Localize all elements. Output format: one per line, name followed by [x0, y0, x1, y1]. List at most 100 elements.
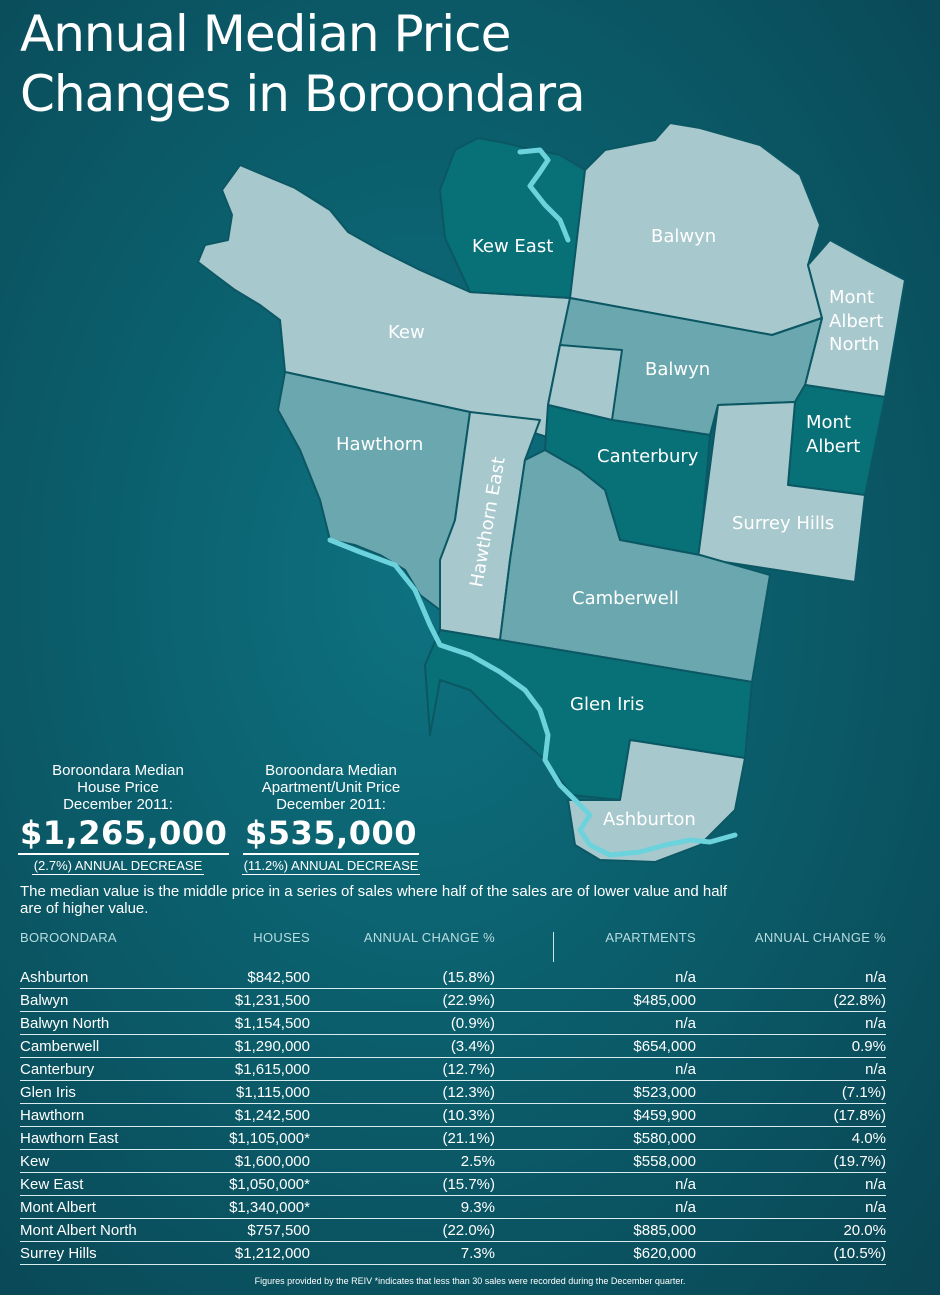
cell-apartment-price: $485,000 [495, 988, 696, 1012]
boroondara-map: Kew East Balwyn Kew Mont Albert North Ba… [197, 122, 906, 863]
map-label-mont-albert-north-3: North [829, 334, 879, 355]
house-price-label-2: House Price [77, 779, 159, 796]
map-label-kew: Kew [388, 322, 425, 343]
cell-apartment-price: $654,000 [495, 1034, 696, 1058]
cell-apartment-change: 0.9% [696, 1034, 886, 1058]
cell-apartment-change: (19.7%) [696, 1149, 886, 1173]
table-header-divider [553, 932, 554, 962]
map-label-mont-albert-north-2: Albert [829, 311, 883, 332]
cell-apartment-change: (10.5%) [696, 1241, 886, 1265]
cell-apartment-change: 20.0% [696, 1218, 886, 1242]
map-label-mont-albert-2: Albert [806, 436, 860, 457]
table-row: Mont Albert North $757,500 (22.0%) $885,000… [20, 1218, 886, 1242]
title-line-1: Annual Median Price [20, 5, 511, 63]
map-label-mont-albert: Mont [806, 412, 851, 433]
map-label-glen-iris: Glen Iris [570, 694, 644, 715]
col-header-houses: HOUSES [253, 930, 310, 945]
table-row: Glen Iris $1,115,000 (12.3%) $523,000 (7.1%) [20, 1080, 886, 1104]
col-header-apartments: APARTMENTS [605, 930, 696, 945]
map-label-surrey-hills: Surrey Hills [732, 513, 834, 534]
map-label-mont-albert-north: Mont [829, 287, 874, 308]
cell-house-price: $1,242,500 [170, 1103, 310, 1127]
map-label-kew-east: Kew East [472, 236, 553, 257]
cell-house-change: 9.3% [310, 1195, 495, 1219]
cell-suburb: Surrey Hills [20, 1241, 170, 1265]
river-koonung-creek [517, 147, 571, 243]
table-row: Canterbury $1,615,000 (12.7%) n/a n/a [20, 1057, 886, 1081]
cell-apartment-price: $580,000 [495, 1126, 696, 1150]
cell-house-change: (12.3%) [310, 1080, 495, 1104]
cell-apartment-price: n/a [495, 1057, 696, 1081]
table-row: Hawthorn East $1,105,000* (21.1%) $580,000 4… [20, 1126, 886, 1150]
region-kew-east [439, 137, 586, 299]
table-row: Mont Albert $1,340,000* 9.3% n/a n/a [20, 1195, 886, 1219]
cell-suburb: Canterbury [20, 1057, 170, 1081]
house-annual-change: (2.7%) ANNUAL DECREASE [31, 858, 205, 875]
cell-house-change: 2.5% [310, 1149, 495, 1173]
table-row: Surrey Hills $1,212,000 7.3% $620,000 (10.5%… [20, 1241, 886, 1265]
region-ashburton [567, 739, 746, 863]
cell-apartment-change: (7.1%) [696, 1080, 886, 1104]
house-price-block: Boroondara Median House Price December 2… [18, 762, 230, 875]
cell-apartment-price: $620,000 [495, 1241, 696, 1265]
cell-suburb: Ashburton [20, 966, 170, 989]
cell-suburb: Mont Albert [20, 1195, 170, 1219]
cell-apartment-change: n/a [696, 1057, 886, 1081]
unit-annual-change: (11.2%) ANNUAL DECREASE [241, 858, 421, 875]
cell-suburb: Kew East [20, 1172, 170, 1196]
cell-suburb: Balwyn North [20, 1011, 170, 1035]
price-table: BOROONDARA HOUSES ANNUAL CHANGE % APARTM… [20, 930, 886, 1265]
table-row: Kew $1,600,000 2.5% $558,000 (19.7%) [20, 1149, 886, 1173]
cell-house-change: (10.3%) [310, 1103, 495, 1127]
cell-suburb: Glen Iris [20, 1080, 170, 1104]
cell-house-change: (15.8%) [310, 966, 495, 989]
col-header-suburb: BOROONDARA [20, 930, 117, 945]
cell-house-price: $1,050,000* [170, 1172, 310, 1196]
cell-house-price: $1,212,000 [170, 1241, 310, 1265]
cell-suburb: Kew [20, 1149, 170, 1173]
unit-median-price: $535,000 [242, 813, 419, 855]
cell-house-change: (22.9%) [310, 988, 495, 1012]
cell-apartment-price: n/a [495, 1011, 696, 1035]
cell-apartment-change: 4.0% [696, 1126, 886, 1150]
cell-house-change: (0.9%) [310, 1011, 495, 1035]
table-row: Hawthorn $1,242,500 (10.3%) $459,900 (17.8%) [20, 1103, 886, 1127]
cell-apartment-price: $885,000 [495, 1218, 696, 1242]
unit-price-label-1: Boroondara Median [265, 762, 397, 779]
table-row: Balwyn North $1,154,500 (0.9%) n/a n/a [20, 1011, 886, 1035]
median-explanation: The median value is the middle price in … [20, 883, 728, 917]
cell-house-price: $1,615,000 [170, 1057, 310, 1081]
map-label-balwyn-north: Balwyn [651, 226, 716, 247]
cell-apartment-price: n/a [495, 1172, 696, 1196]
cell-house-change: (12.7%) [310, 1057, 495, 1081]
cell-apartment-price: n/a [495, 1195, 696, 1219]
map-label-hawthorn: Hawthorn [336, 434, 423, 455]
title-line-2: Changes in Boroondara [20, 65, 586, 123]
cell-apartment-change: n/a [696, 1195, 886, 1219]
table-header-row: BOROONDARA HOUSES ANNUAL CHANGE % APARTM… [20, 930, 886, 966]
cell-apartment-price: $523,000 [495, 1080, 696, 1104]
cell-house-price: $1,600,000 [170, 1149, 310, 1173]
unit-price-label-3: December 2011: [276, 796, 386, 813]
map-label-canterbury: Canterbury [597, 446, 699, 467]
cell-house-change: (22.0%) [310, 1218, 495, 1242]
cell-house-price: $842,500 [170, 966, 310, 989]
col-header-apartment-change: ANNUAL CHANGE % [754, 930, 886, 945]
unit-price-label-2: Apartment/Unit Price [261, 779, 401, 796]
region-camberwell [499, 449, 771, 683]
table-row: Ashburton $842,500 (15.8%) n/a n/a [20, 966, 886, 989]
cell-suburb: Hawthorn [20, 1103, 170, 1127]
map-label-balwyn: Balwyn [645, 359, 710, 380]
page-title: Annual Median Price Changes in Boroondar… [20, 4, 586, 124]
cell-house-price: $1,115,000 [170, 1080, 310, 1104]
map-label-camberwell: Camberwell [572, 588, 679, 609]
cell-house-price: $1,231,500 [170, 988, 310, 1012]
house-median-price: $1,265,000 [18, 813, 230, 855]
cell-house-price: $757,500 [170, 1218, 310, 1242]
cell-house-price: $1,290,000 [170, 1034, 310, 1058]
cell-suburb: Hawthorn East [20, 1126, 170, 1150]
cell-suburb: Balwyn [20, 988, 170, 1012]
cell-apartment-change: n/a [696, 1011, 886, 1035]
unit-price-block: Boroondara Median Apartment/Unit Price D… [238, 762, 424, 875]
house-price-label-3: December 2011: [63, 796, 173, 813]
